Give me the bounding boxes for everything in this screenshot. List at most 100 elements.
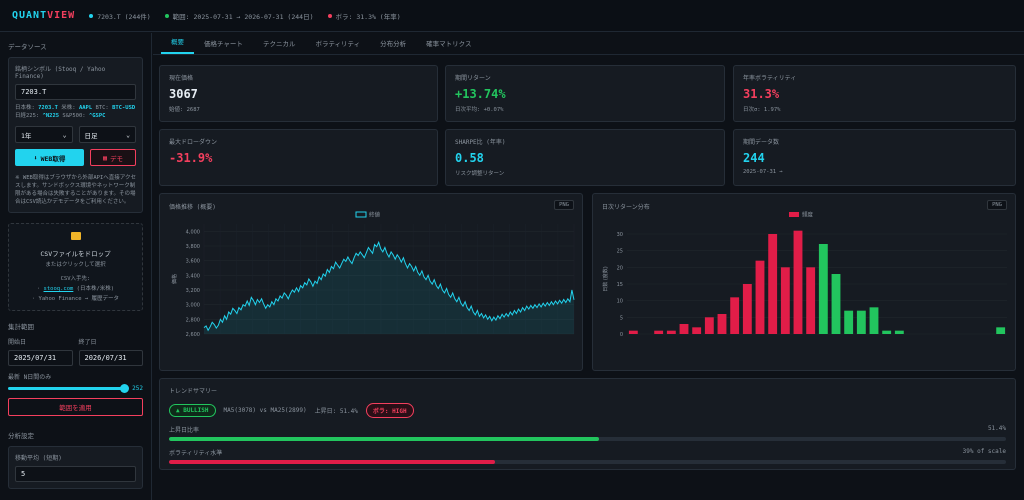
start-date-input[interactable]: 2025/07/31 bbox=[8, 350, 73, 366]
chart-icon: ▦ bbox=[103, 153, 107, 162]
price-chart-card: 価格推移 (概要) PNG 終値 2,600 2,800 3,000 3,200 3,40… bbox=[159, 193, 583, 371]
dist-bar bbox=[679, 324, 689, 334]
recent-days-slider[interactable] bbox=[8, 384, 130, 393]
folder-icon bbox=[70, 232, 81, 240]
card-max-drawdown: 最大ドローダウン -31.9% bbox=[159, 129, 438, 186]
y-tick-label: 3,600 bbox=[186, 259, 200, 265]
csv-dropzone[interactable]: CSVファイルをドロップ またはクリックして選択 CSV入手先: · stooq… bbox=[8, 223, 143, 311]
slider-handle[interactable] bbox=[120, 384, 130, 393]
dist-bar bbox=[768, 234, 778, 334]
y-tick-label: 10 bbox=[617, 299, 623, 305]
dropzone-subtitle: またはクリックして選択 bbox=[45, 262, 106, 268]
tab-3[interactable]: ボラティリティ bbox=[315, 40, 361, 48]
dist-bar bbox=[692, 327, 702, 334]
chevron-down-icon: ⌄ bbox=[126, 130, 130, 139]
y-tick-label: 15 bbox=[617, 282, 623, 288]
section-title-analysis: 分析設定 bbox=[8, 432, 34, 440]
dist-bar bbox=[844, 310, 854, 334]
period-select[interactable]: 1年 ⌄ bbox=[15, 126, 73, 143]
y-axis-label: 価格 bbox=[171, 274, 178, 284]
card-annual-volatility: 年率ボラティリティ 31.3% 日次σ: 1.97% bbox=[733, 65, 1016, 122]
analysis-panel: 移動平均 (短期) 5 bbox=[8, 446, 143, 489]
symbol-label: 銘柄シンボル (Stooq / Yahoo Finance) bbox=[15, 66, 106, 80]
sidebar: データソース 銘柄シンボル (Stooq / Yahoo Finance) 72… bbox=[0, 33, 152, 500]
dist-bar bbox=[755, 260, 765, 334]
y-tick-label: 3,400 bbox=[186, 273, 200, 279]
y-tick-label: 5 bbox=[620, 315, 623, 321]
dist-png-button[interactable]: PNG bbox=[987, 200, 1007, 210]
header-info-range: 範囲: 2025-07-31 → 2026-07-31 (244日) bbox=[164, 11, 314, 21]
stooq-link[interactable]: stooq.com bbox=[43, 286, 74, 292]
dist-chart: 頻度 0 5 10 15 20 25 30 日数 (度数) bbox=[602, 211, 1007, 338]
price-line bbox=[203, 240, 575, 332]
legend-label: 終値 bbox=[369, 211, 381, 219]
recent-days-label: 最新 N日間のみ bbox=[8, 374, 52, 381]
y-tick-label: 3,200 bbox=[186, 288, 200, 294]
dist-bar bbox=[628, 330, 638, 334]
datasource-panel: 銘柄シンボル (Stooq / Yahoo Finance) 7203.T 日本… bbox=[8, 57, 143, 213]
dist-bar bbox=[793, 230, 803, 334]
trend-summary: トレンドサマリー ▲ BULLISH MA5(3078) vs MA25(289… bbox=[159, 378, 1016, 470]
header-info-symbol: 7203.T (244件) bbox=[89, 11, 151, 21]
dist-bar bbox=[780, 267, 790, 334]
y-tick-label: 3,800 bbox=[186, 244, 200, 250]
start-date-label: 開始日 bbox=[8, 339, 27, 346]
ma-compare-text: MA5(3078) vs MA25(2899) bbox=[223, 407, 307, 414]
legend-swatch bbox=[355, 211, 367, 218]
section-title-range: 集計範囲 bbox=[8, 323, 34, 331]
app-logo: QUANTVIEW bbox=[12, 10, 76, 21]
interval-select[interactable]: 日足 ⌄ bbox=[78, 126, 136, 143]
ma-short-label: 移動平均 (短期) bbox=[15, 455, 62, 462]
y-axis-label: 日数 (度数) bbox=[602, 266, 609, 292]
tab-0[interactable]: 概要 bbox=[161, 36, 194, 54]
vol-level-bar bbox=[169, 460, 1006, 464]
tab-bar: 概要 価格チャート テクニカル ボラティリティ 分布分析 確率マトリクス bbox=[153, 33, 1024, 55]
web-fetch-button[interactable]: ⬇ WEB取得 bbox=[15, 149, 84, 166]
y-tick-label: 20 bbox=[617, 265, 623, 271]
tab-2[interactable]: テクニカル bbox=[262, 40, 296, 48]
up-ratio-bar bbox=[169, 437, 1006, 441]
section-title-datasource: データソース bbox=[8, 43, 47, 51]
recent-days-value: 252 bbox=[132, 385, 143, 392]
top-bar: QUANTVIEW 7203.T (244件) 範囲: 2025-07-31 →… bbox=[0, 0, 1024, 32]
y-tick-label: 4,000 bbox=[186, 229, 200, 235]
chevron-down-icon: ⌄ bbox=[62, 130, 67, 139]
card-sharpe: SHARPE比 (年率) 0.58 リスク調整リターン bbox=[445, 129, 725, 186]
tab-1[interactable]: 価格チャート bbox=[204, 40, 243, 48]
end-date-input[interactable]: 2026/07/31 bbox=[78, 350, 143, 366]
vol-level-label: ボラティリティ水準 bbox=[169, 450, 223, 457]
header-info-vol: ボラ: 31.3% (年率) bbox=[327, 11, 401, 21]
dropzone-source-yahoo: · Yahoo Finance → 履歴データ bbox=[31, 296, 120, 302]
dist-chart-title: 日次リターン分布 bbox=[602, 204, 650, 211]
dropzone-title: CSVファイルをドロップ bbox=[40, 250, 111, 258]
web-fetch-note: ※ WEB取得はブラウザから外部APIへ直接アクセスします。サンドボックス環境や… bbox=[15, 175, 137, 205]
ma-short-input[interactable]: 5 bbox=[15, 466, 136, 482]
apply-range-button[interactable]: 範囲を適用 bbox=[8, 398, 143, 416]
main-content: 概要 価格チャート テクニカル ボラティリティ 分布分析 確率マトリクス 現在価格 3067… bbox=[153, 33, 1024, 500]
dist-bar bbox=[869, 307, 879, 334]
dist-bar bbox=[818, 244, 828, 334]
tab-4[interactable]: 分布分析 bbox=[380, 40, 407, 48]
download-icon: ⬇ bbox=[33, 153, 38, 162]
dist-bar bbox=[996, 327, 1006, 334]
demo-button[interactable]: ▦ デモ bbox=[90, 149, 136, 166]
y-tick-label: 30 bbox=[617, 232, 623, 238]
dropzone-source-stooq: · stooq.com (日本株/米株) bbox=[36, 286, 115, 292]
dist-bar bbox=[730, 297, 740, 334]
price-png-button[interactable]: PNG bbox=[554, 200, 574, 210]
status-dot-icon bbox=[164, 13, 169, 18]
status-dot-icon bbox=[89, 13, 94, 18]
symbol-input[interactable]: 7203.T bbox=[15, 84, 136, 100]
up-ratio-value: 51.4% bbox=[987, 425, 1006, 432]
card-data-count: 期間データ数 244 2025-07-31 → bbox=[733, 129, 1016, 186]
bullish-badge: ▲ BULLISH bbox=[169, 404, 216, 417]
legend-label: 頻度 bbox=[802, 211, 814, 219]
legend-swatch bbox=[789, 212, 799, 217]
up-ratio-label: 上昇日比率 bbox=[169, 427, 200, 434]
y-tick-label: 3,000 bbox=[186, 303, 200, 309]
dist-bar bbox=[894, 330, 904, 334]
symbol-hint: 日本株: 7203.T 米株: AAPL BTC: BTC-USD 日経225:… bbox=[15, 105, 136, 119]
dist-bar bbox=[704, 317, 714, 334]
tab-5[interactable]: 確率マトリクス bbox=[426, 40, 472, 48]
card-period-return: 期間リターン +13.74% 日次平均: +0.07% bbox=[445, 65, 725, 122]
